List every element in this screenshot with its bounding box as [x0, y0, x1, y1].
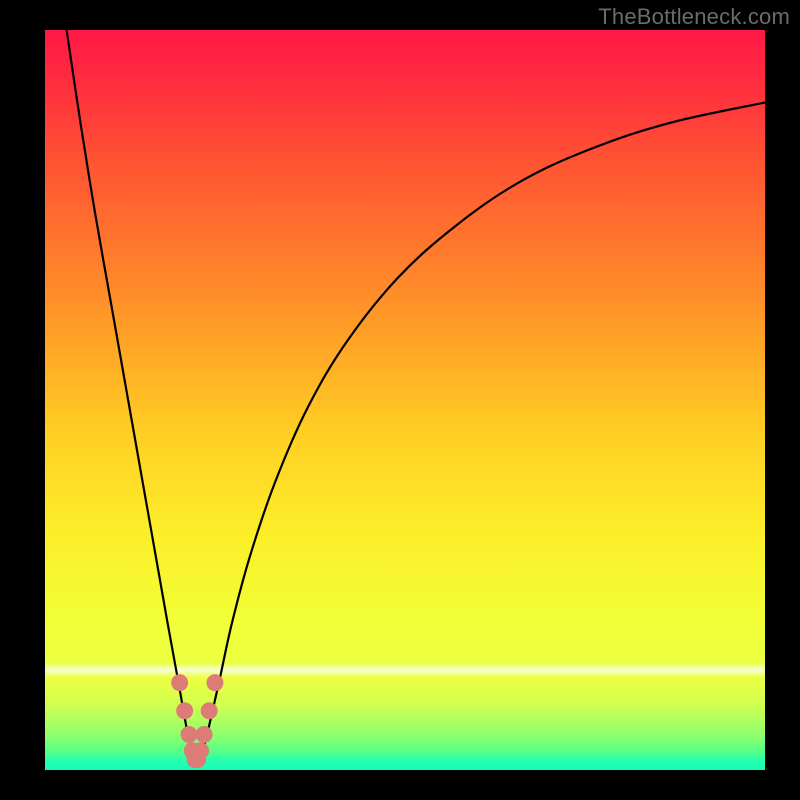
trough-marker [206, 674, 223, 691]
trough-marker [171, 674, 188, 691]
trough-marker [176, 702, 193, 719]
trough-marker [181, 726, 198, 743]
trough-marker [192, 742, 209, 759]
watermark-text: TheBottleneck.com [598, 4, 790, 30]
bottleneck-curve-chart [0, 0, 800, 800]
trough-marker [196, 726, 213, 743]
plot-gradient-background [45, 30, 765, 770]
trough-marker [201, 702, 218, 719]
chart-frame: { "watermark": { "text": "TheBottleneck.… [0, 0, 800, 800]
